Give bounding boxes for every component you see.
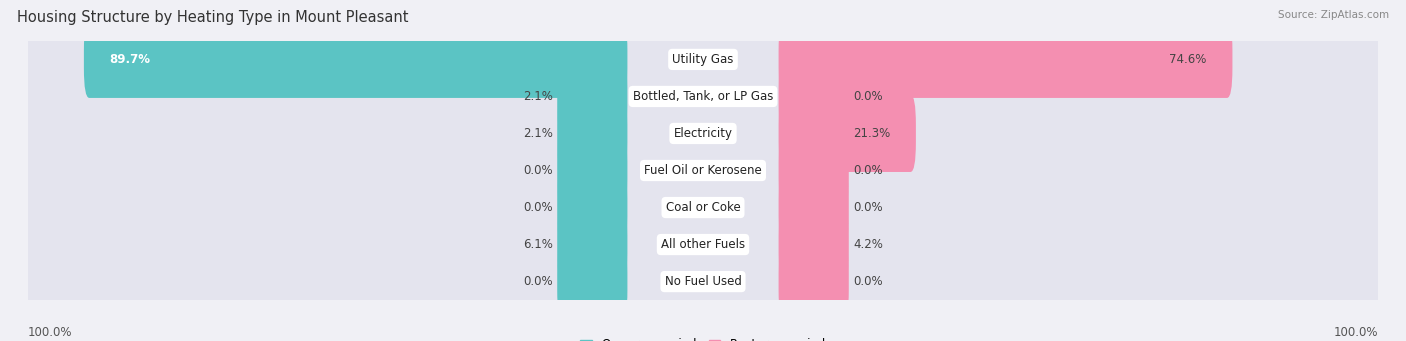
FancyBboxPatch shape	[557, 132, 627, 209]
FancyBboxPatch shape	[22, 15, 1384, 104]
FancyBboxPatch shape	[22, 89, 1384, 178]
Text: 6.1%: 6.1%	[523, 238, 553, 251]
FancyBboxPatch shape	[779, 243, 849, 320]
Text: Bottled, Tank, or LP Gas: Bottled, Tank, or LP Gas	[633, 90, 773, 103]
FancyBboxPatch shape	[779, 169, 849, 246]
Text: 0.0%: 0.0%	[853, 201, 883, 214]
FancyBboxPatch shape	[557, 206, 627, 283]
Legend: Owner-occupied, Renter-occupied: Owner-occupied, Renter-occupied	[579, 338, 827, 341]
FancyBboxPatch shape	[84, 21, 627, 98]
Text: Coal or Coke: Coal or Coke	[665, 201, 741, 214]
FancyBboxPatch shape	[22, 126, 1384, 215]
Text: 0.0%: 0.0%	[853, 275, 883, 288]
FancyBboxPatch shape	[779, 21, 1233, 98]
FancyBboxPatch shape	[779, 58, 849, 135]
Text: 100.0%: 100.0%	[1333, 326, 1378, 339]
Text: Source: ZipAtlas.com: Source: ZipAtlas.com	[1278, 10, 1389, 20]
FancyBboxPatch shape	[557, 169, 627, 246]
Text: 21.3%: 21.3%	[853, 127, 890, 140]
FancyBboxPatch shape	[22, 52, 1384, 141]
Text: All other Fuels: All other Fuels	[661, 238, 745, 251]
Text: 100.0%: 100.0%	[28, 326, 73, 339]
Text: Utility Gas: Utility Gas	[672, 53, 734, 66]
Text: 0.0%: 0.0%	[523, 164, 553, 177]
FancyBboxPatch shape	[779, 95, 915, 172]
Text: No Fuel Used: No Fuel Used	[665, 275, 741, 288]
Text: 2.1%: 2.1%	[523, 90, 553, 103]
FancyBboxPatch shape	[22, 163, 1384, 252]
Text: 0.0%: 0.0%	[523, 275, 553, 288]
Text: 2.1%: 2.1%	[523, 127, 553, 140]
Text: Electricity: Electricity	[673, 127, 733, 140]
FancyBboxPatch shape	[779, 132, 849, 209]
Text: 89.7%: 89.7%	[110, 53, 150, 66]
FancyBboxPatch shape	[557, 95, 627, 172]
Text: Housing Structure by Heating Type in Mount Pleasant: Housing Structure by Heating Type in Mou…	[17, 10, 408, 25]
FancyBboxPatch shape	[22, 237, 1384, 326]
FancyBboxPatch shape	[22, 200, 1384, 289]
Text: 0.0%: 0.0%	[853, 164, 883, 177]
FancyBboxPatch shape	[779, 206, 849, 283]
Text: 4.2%: 4.2%	[853, 238, 883, 251]
Text: 0.0%: 0.0%	[853, 90, 883, 103]
Text: 0.0%: 0.0%	[523, 201, 553, 214]
Text: Fuel Oil or Kerosene: Fuel Oil or Kerosene	[644, 164, 762, 177]
Text: 74.6%: 74.6%	[1170, 53, 1206, 66]
FancyBboxPatch shape	[557, 243, 627, 320]
FancyBboxPatch shape	[557, 58, 627, 135]
